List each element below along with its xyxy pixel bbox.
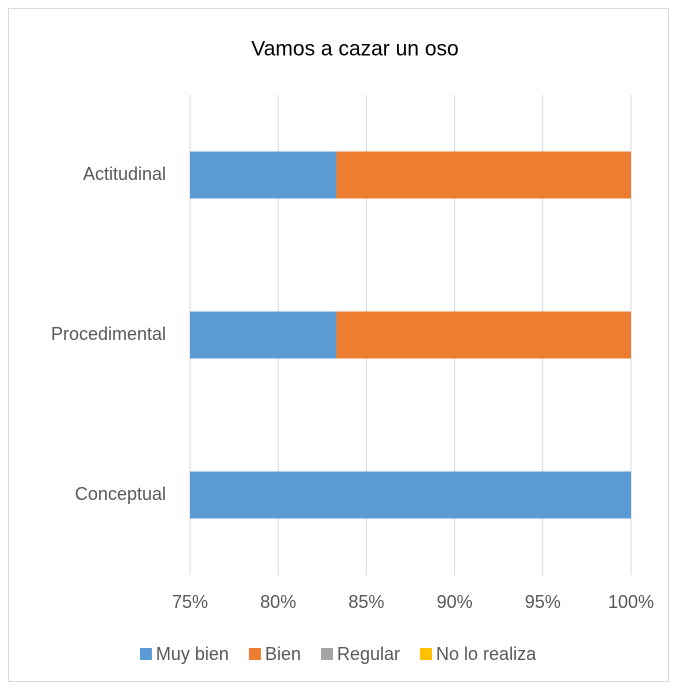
legend-swatch	[320, 648, 333, 660]
x-tick-label: 80%	[260, 592, 296, 612]
bar-segment	[336, 311, 631, 359]
x-tick-label: 100%	[608, 592, 654, 612]
x-tick-label: 95%	[525, 592, 561, 612]
x-tick-label: 90%	[437, 592, 473, 612]
bar-segment	[190, 151, 337, 199]
bar-segment	[336, 151, 631, 199]
y-tick-label: Actitudinal	[83, 164, 166, 184]
legend-item: Bien	[248, 644, 301, 664]
x-tick-label: 75%	[172, 592, 208, 612]
legend-item: Muy bien	[139, 644, 229, 664]
legend-label: Regular	[337, 644, 400, 664]
legend-label: No lo realiza	[436, 644, 537, 664]
legend-label: Muy bien	[156, 644, 229, 664]
bar-segment	[190, 311, 337, 359]
bar-segment	[190, 471, 631, 519]
legend-swatch	[139, 648, 152, 660]
chart-title: Vamos a cazar un oso	[251, 38, 458, 61]
legend-item: No lo realiza	[420, 644, 537, 664]
y-tick-label: Conceptual	[75, 484, 166, 504]
legend-swatch	[248, 648, 261, 660]
y-tick-label: Procedimental	[51, 324, 166, 344]
legend-label: Bien	[265, 644, 301, 664]
x-tick-label: 85%	[348, 592, 384, 612]
legend-item: Regular	[320, 644, 400, 664]
legend-swatch	[420, 648, 433, 660]
